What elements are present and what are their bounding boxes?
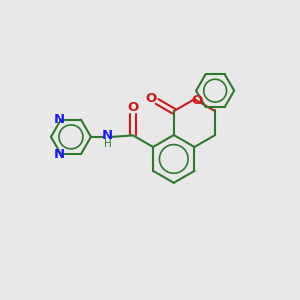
Text: O: O <box>146 92 157 105</box>
Text: O: O <box>128 101 139 114</box>
Text: H: H <box>104 139 112 149</box>
Text: N: N <box>54 113 65 126</box>
Text: N: N <box>54 148 65 161</box>
Text: N: N <box>102 129 113 142</box>
Text: O: O <box>191 94 202 107</box>
